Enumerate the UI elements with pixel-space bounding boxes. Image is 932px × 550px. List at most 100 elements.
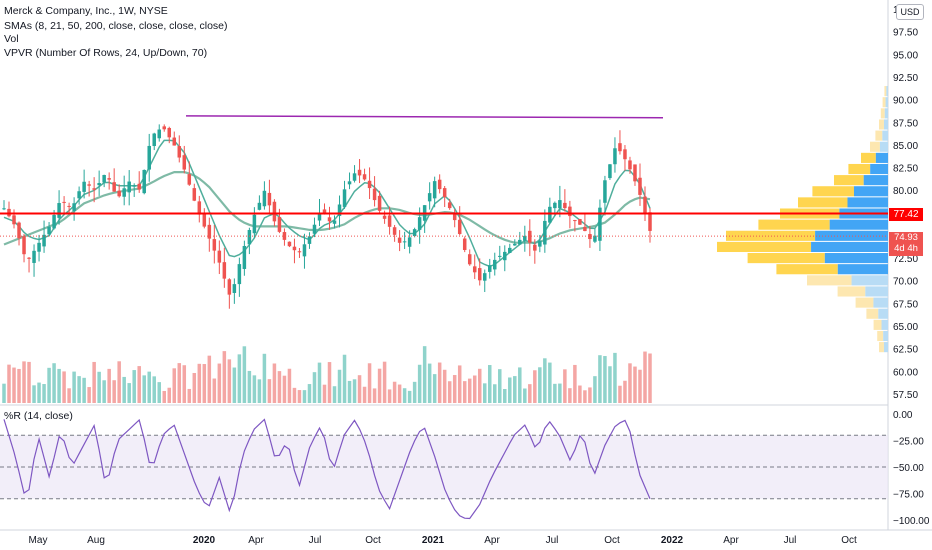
- time-tick-label: Aug: [87, 535, 105, 546]
- time-tick-label: Oct: [365, 535, 381, 546]
- vpvr-row-down: [776, 264, 838, 275]
- candle-body: [397, 237, 402, 243]
- candle-body: [528, 230, 532, 243]
- volume-bar: [197, 363, 202, 403]
- candle-body: [182, 155, 187, 170]
- candle-body: [92, 188, 96, 190]
- volume-bar: [127, 383, 131, 403]
- candle-body: [327, 217, 332, 222]
- candle-body: [77, 191, 81, 199]
- candle-body: [162, 126, 167, 130]
- volume-bar: [508, 377, 512, 403]
- volume-bar: [112, 380, 116, 403]
- volume-bar: [237, 354, 242, 403]
- time-tick-label: 2021: [422, 535, 445, 546]
- candle-body: [272, 201, 277, 222]
- candle-body: [312, 224, 317, 234]
- sma-slow-line: [3, 171, 651, 246]
- volume-bar: [207, 355, 212, 403]
- vpvr-row-up: [885, 97, 888, 108]
- candle-body: [12, 215, 16, 225]
- candle-body: [262, 190, 267, 207]
- volume-bar: [12, 367, 16, 403]
- volume-bar: [377, 368, 382, 403]
- candle-body: [382, 215, 387, 219]
- currency-button[interactable]: USD: [896, 4, 924, 20]
- vpvr-row-up: [884, 108, 888, 119]
- vpvr-row-down: [882, 97, 886, 108]
- volume-bar: [182, 365, 187, 403]
- volume-bar: [332, 386, 337, 403]
- trend-line: [185, 115, 664, 119]
- volume-bar: [643, 351, 647, 403]
- candle-body: [257, 202, 262, 210]
- volume-bar: [357, 375, 362, 403]
- candle-body: [227, 279, 232, 295]
- price-axis[interactable]: 100.0097.5095.0092.5090.0087.5085.0082.5…: [893, 5, 924, 401]
- vpvr-row-up: [853, 186, 888, 197]
- vpvr-row-down: [807, 275, 852, 286]
- vpvr-legend[interactable]: VPVR (Number Of Rows, 24, Up/Down, 70): [4, 47, 208, 59]
- volume-bar: [327, 362, 332, 403]
- vpvr-row-up: [829, 219, 888, 230]
- vpvr-row-up: [865, 286, 888, 297]
- candle-body: [112, 182, 116, 192]
- wr-axis[interactable]: 0.00 −25.00 −50.00 −75.00 −100.00: [893, 410, 930, 527]
- candle-body: [467, 254, 472, 265]
- volume-bars: [2, 346, 652, 403]
- price-tick-label: 97.50: [893, 28, 918, 39]
- time-axis[interactable]: May Aug 2020 Apr Jul Oct 2021 Apr Jul Oct 2022 Apr J…: [29, 535, 857, 546]
- price-tick-label: 85.00: [893, 141, 918, 152]
- candle-body: [392, 227, 397, 235]
- price-tick-label: 65.00: [893, 322, 918, 333]
- candle-body: [648, 212, 652, 231]
- volume-bar: [648, 353, 652, 403]
- candle-body: [207, 224, 212, 239]
- candle-body: [142, 169, 146, 194]
- volume-bar: [7, 364, 11, 403]
- volume-bar: [297, 390, 302, 403]
- candle-body: [87, 184, 91, 186]
- symbol-title[interactable]: Merck & Company, Inc., 1W, NYSE: [4, 5, 168, 17]
- candle-body: [317, 212, 322, 221]
- volume-bar: [92, 361, 96, 403]
- candle-body: [287, 241, 292, 247]
- time-tick-label: May: [29, 535, 48, 546]
- candle-body: [628, 160, 632, 170]
- candle-body: [127, 181, 131, 193]
- candle-body: [232, 284, 237, 293]
- candle-body: [137, 183, 141, 190]
- volume-bar: [487, 365, 492, 403]
- vpvr-row-down: [880, 108, 885, 119]
- volume-bar: [282, 375, 287, 403]
- price-tick-label: 72.50: [893, 254, 918, 265]
- candle-body: [57, 203, 61, 218]
- volume-bar: [628, 363, 632, 403]
- candle-body: [177, 146, 182, 158]
- wr-legend[interactable]: %R (14, close): [4, 410, 73, 422]
- time-tick-label: Apr: [248, 535, 264, 546]
- sma-legend[interactable]: SMAs (8, 21, 50, 200, close, close, clos…: [4, 20, 228, 32]
- volume-legend[interactable]: Vol: [4, 33, 19, 45]
- candle-body: [122, 188, 126, 197]
- volume-bar: [137, 366, 141, 403]
- drawings[interactable]: [0, 115, 888, 237]
- volume-bar: [2, 383, 6, 403]
- volume-bar: [147, 371, 151, 403]
- volume-bar: [387, 389, 392, 403]
- vpvr-row-down: [866, 308, 879, 319]
- time-tick-label: Oct: [841, 535, 857, 546]
- vpvr-row-up: [824, 253, 888, 264]
- volume-bar: [543, 358, 547, 403]
- volume-bar: [337, 369, 342, 403]
- candle-body: [608, 164, 612, 179]
- volume-bar: [27, 361, 31, 403]
- volume-bar: [67, 388, 71, 403]
- volume-bar: [172, 368, 177, 403]
- volume-bar: [412, 381, 417, 403]
- candle-body: [107, 178, 111, 180]
- wr-tick-label: −75.00: [893, 490, 924, 501]
- candle-body: [117, 190, 121, 197]
- volume-bar: [477, 368, 482, 403]
